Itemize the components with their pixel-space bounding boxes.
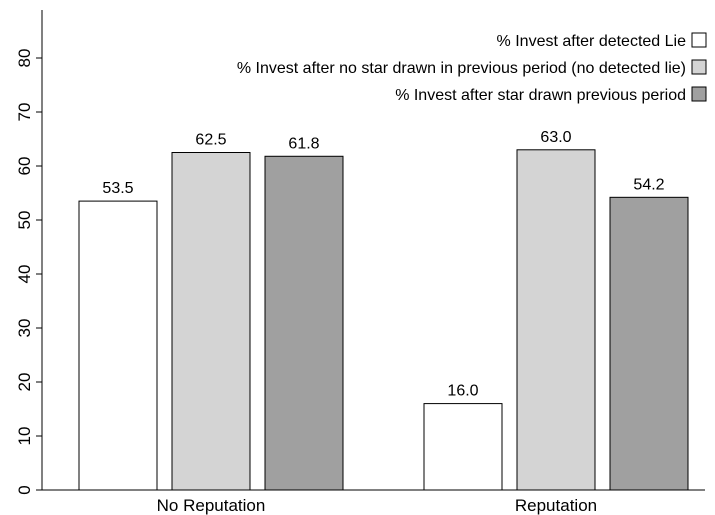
bar <box>171 152 251 491</box>
y-tick-label: 10 <box>15 427 34 446</box>
y-tick-label: 30 <box>15 319 34 338</box>
y-tick-label: 70 <box>15 103 34 122</box>
legend: % Invest after detected Lie % Invest afte… <box>237 32 707 104</box>
y-tick-label: 50 <box>15 211 34 230</box>
y-tick-label: 60 <box>15 157 34 176</box>
data-label: 54.2 <box>633 176 664 193</box>
y-tick-label: 80 <box>15 49 34 68</box>
y-tick-label: 40 <box>15 265 34 284</box>
bar <box>78 200 158 491</box>
data-label: 62.5 <box>195 132 226 149</box>
legend-label: % Invest after detected Lie <box>497 33 687 50</box>
axes: 0 10 20 30 40 50 60 70 80 No Reputation Reputation <box>15 10 705 515</box>
data-label: 61.8 <box>288 135 319 152</box>
legend-swatch <box>691 32 707 48</box>
bar <box>609 196 689 491</box>
bars: 53.5 62.5 61.8 16.0 63.0 54.2 <box>78 129 689 491</box>
legend-label: % Invest after star drawn previous perio… <box>395 87 686 104</box>
data-label: 53.5 <box>102 180 133 197</box>
legend-swatch <box>691 86 707 102</box>
bar <box>423 403 503 491</box>
y-tick-label: 20 <box>15 373 34 392</box>
data-label: 16.0 <box>447 383 478 400</box>
legend-label: % Invest after no star drawn in previous… <box>237 60 686 77</box>
legend-swatch <box>691 59 707 75</box>
y-tick-label: 0 <box>15 485 34 494</box>
bar <box>264 155 344 491</box>
data-label: 63.0 <box>540 129 571 146</box>
x-category-label: Reputation <box>515 496 597 515</box>
x-category-label: No Reputation <box>157 496 266 515</box>
bar <box>516 149 596 491</box>
